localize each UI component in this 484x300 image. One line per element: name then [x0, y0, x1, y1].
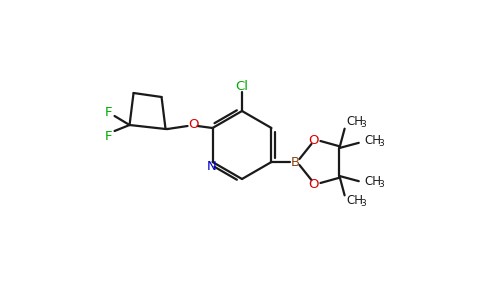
Text: F: F: [105, 106, 112, 118]
Text: Cl: Cl: [236, 80, 248, 92]
Text: 3: 3: [378, 139, 384, 148]
Text: 3: 3: [378, 180, 384, 189]
Text: 3: 3: [360, 120, 366, 129]
Text: O: O: [308, 134, 318, 146]
Text: F: F: [105, 130, 112, 142]
Text: 3: 3: [360, 199, 366, 208]
Text: CH: CH: [346, 116, 363, 128]
Text: O: O: [188, 118, 199, 130]
Text: O: O: [308, 178, 318, 190]
Text: CH: CH: [346, 194, 363, 207]
Text: CH: CH: [364, 134, 381, 147]
Text: N: N: [207, 160, 216, 172]
Text: CH: CH: [364, 175, 381, 188]
Text: B: B: [291, 155, 300, 169]
